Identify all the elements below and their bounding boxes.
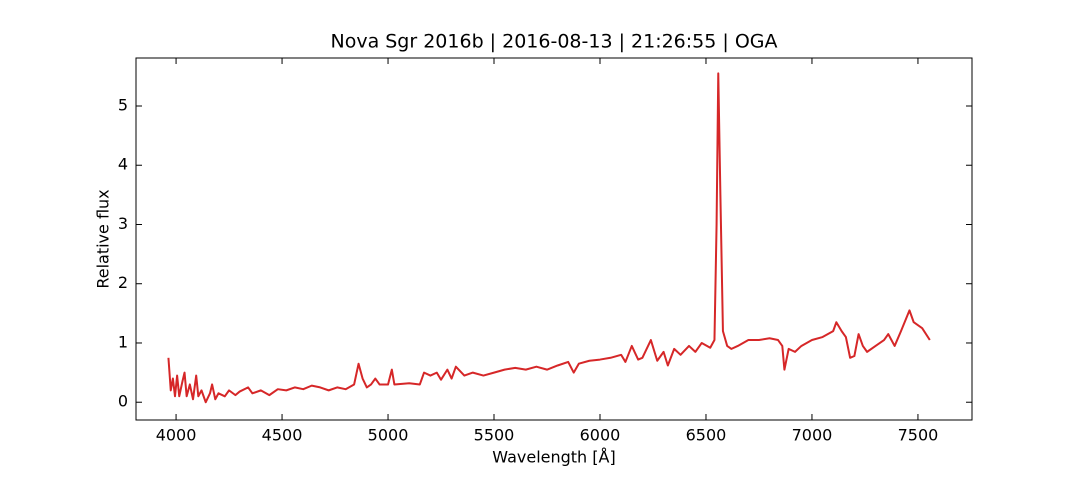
y-tick-label: 2 (118, 273, 128, 292)
x-tick-label: 4000 (156, 426, 197, 445)
y-tick-label: 0 (118, 392, 128, 411)
y-tick-label: 3 (118, 214, 128, 233)
x-tick-label: 7500 (898, 426, 939, 445)
x-tick-label: 7000 (792, 426, 833, 445)
y-axis-label: Relative flux (94, 189, 113, 288)
y-tick-label: 4 (118, 155, 128, 174)
x-tick-label: 4500 (262, 426, 303, 445)
spectrum-line (167, 72, 931, 404)
x-tick-label: 5000 (368, 426, 409, 445)
chart-title: Nova Sgr 2016b | 2016-08-13 | 21:26:55 |… (330, 31, 777, 53)
x-tick-label: 6500 (686, 426, 727, 445)
plot-frame (135, 57, 973, 421)
x-tick-label: 5500 (474, 426, 515, 445)
y-tick-label: 1 (118, 332, 128, 351)
x-axis-label: Wavelength [Å] (492, 448, 615, 467)
y-tick-label: 5 (118, 95, 128, 114)
x-tick-label: 6000 (580, 426, 621, 445)
